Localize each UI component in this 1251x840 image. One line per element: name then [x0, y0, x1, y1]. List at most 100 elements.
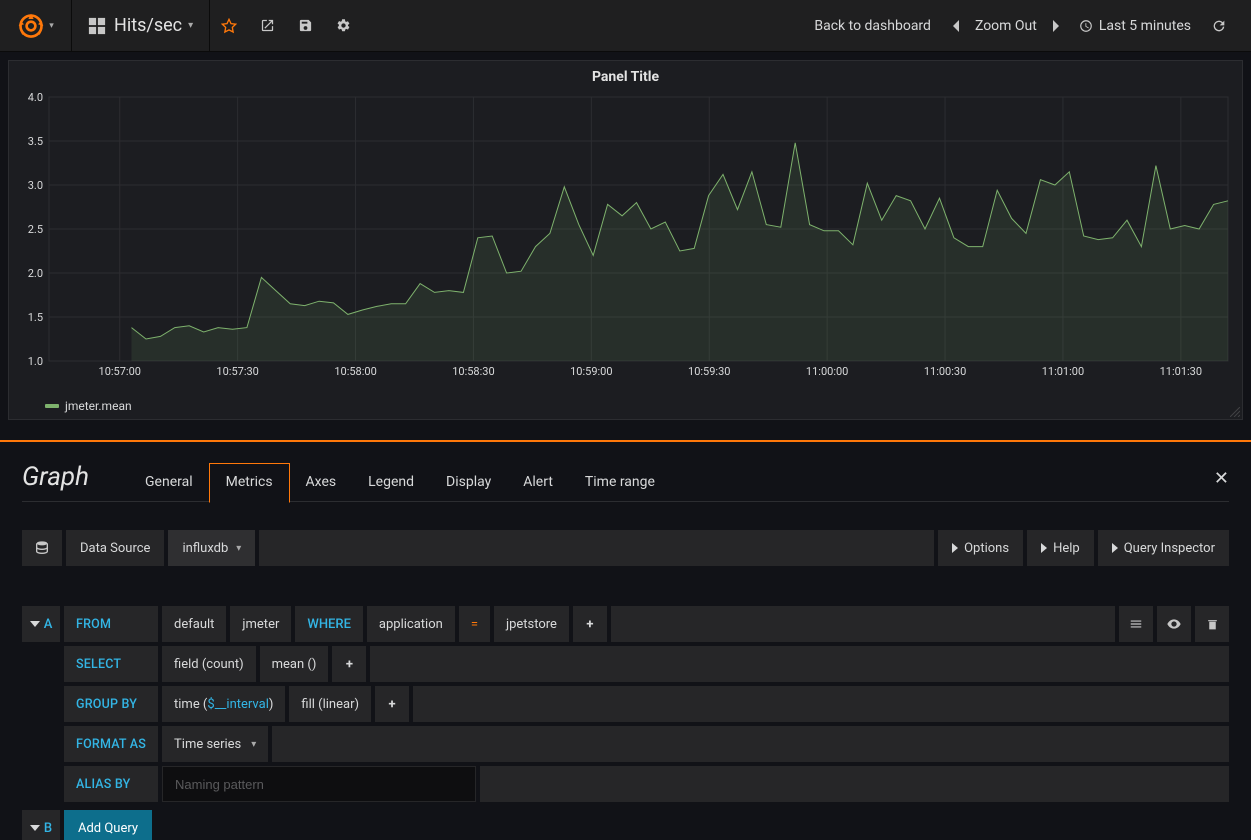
- svg-text:2.0: 2.0: [28, 267, 43, 280]
- query-b-collapse-toggle[interactable]: B: [22, 810, 60, 840]
- svg-text:4.0: 4.0: [28, 93, 43, 104]
- editor-tab-axes[interactable]: Axes: [290, 464, 353, 502]
- datasource-filler: [259, 530, 934, 566]
- query-row-a: A FROM default jmeter WHERE application …: [22, 606, 1229, 806]
- select-aggregation-segment[interactable]: mean (): [260, 646, 329, 682]
- format-as-label: FORMAT AS: [64, 726, 158, 762]
- settings-gear-icon[interactable]: [324, 0, 362, 52]
- triangle-right-icon: [1112, 543, 1118, 553]
- svg-text:10:57:30: 10:57:30: [216, 365, 258, 378]
- svg-text:11:00:00: 11:00:00: [806, 365, 848, 378]
- select-field-segment[interactable]: field (count): [162, 646, 256, 682]
- alias-by-input[interactable]: [162, 766, 476, 802]
- svg-text:1.0: 1.0: [28, 355, 43, 368]
- editor-tab-legend[interactable]: Legend: [352, 464, 430, 502]
- svg-text:10:59:00: 10:59:00: [570, 365, 612, 378]
- grafana-logo-menu[interactable]: ▾: [0, 0, 72, 52]
- editor-tab-general[interactable]: General: [129, 464, 209, 502]
- panel-title[interactable]: Panel Title: [9, 61, 1242, 87]
- add-query-button[interactable]: Add Query: [64, 810, 152, 840]
- editor-tabs: GeneralMetricsAxesLegendDisplayAlertTime…: [129, 462, 671, 502]
- groupby-label: GROUP BY: [64, 686, 158, 722]
- chevron-down-icon: ▾: [251, 739, 256, 750]
- where-field-segment[interactable]: application: [367, 606, 455, 642]
- refresh-button[interactable]: [1201, 18, 1237, 34]
- dashboard-title-dropdown[interactable]: Hits/sec ▾: [72, 0, 210, 52]
- query-a-collapse-toggle[interactable]: A: [22, 606, 60, 642]
- legend-series-label: jmeter.mean: [65, 399, 132, 413]
- query-inspector-button[interactable]: Query Inspector: [1098, 530, 1229, 566]
- chevron-down-icon: ▾: [236, 543, 241, 554]
- from-policy-segment[interactable]: default: [162, 606, 226, 642]
- groupby-fill-segment[interactable]: fill (linear): [289, 686, 371, 722]
- nav-right-group: Back to dashboard Zoom Out Last 5 minute…: [802, 0, 1251, 52]
- editor-header: Graph GeneralMetricsAxesLegendDisplayAle…: [22, 462, 1229, 502]
- datasource-row: Data Source influxdb ▾ Options Help Quer…: [22, 530, 1229, 566]
- grafana-logo-icon: [17, 12, 45, 40]
- dashboard-panel-icon: [88, 17, 106, 35]
- time-back-button[interactable]: [943, 19, 969, 33]
- editor-tab-metrics[interactable]: Metrics: [209, 463, 290, 503]
- datasource-db-icon: [22, 530, 62, 566]
- select-add-button[interactable]: +: [332, 646, 366, 682]
- time-forward-button[interactable]: [1043, 19, 1069, 33]
- legend-color-swatch: [45, 404, 59, 408]
- svg-text:10:58:00: 10:58:00: [334, 365, 376, 378]
- zoom-out-button[interactable]: Zoom Out: [969, 18, 1043, 34]
- svg-text:2.5: 2.5: [28, 223, 43, 236]
- nav-icon-group: [210, 0, 362, 52]
- datasource-select[interactable]: influxdb ▾: [168, 530, 255, 566]
- query-delete-button[interactable]: [1195, 606, 1229, 642]
- svg-text:10:57:00: 10:57:00: [99, 365, 141, 378]
- svg-text:10:58:30: 10:58:30: [452, 365, 494, 378]
- triangle-right-icon: [1041, 543, 1047, 553]
- from-measurement-segment[interactable]: jmeter: [230, 606, 291, 642]
- panel-type-title: Graph: [22, 462, 89, 502]
- groupby-time-segment[interactable]: time ($__interval): [162, 686, 285, 722]
- top-navbar: ▾ Hits/sec ▾ Back to dashboard Zoom Out: [0, 0, 1251, 52]
- query-options-button[interactable]: Options: [938, 530, 1023, 566]
- svg-text:3.0: 3.0: [28, 179, 43, 192]
- graph-panel: Panel Title 1.0 1.5 2.0 2.5 3.0 3.5 4.0 10:57:0…: [8, 60, 1243, 420]
- query-help-button[interactable]: Help: [1027, 530, 1094, 566]
- datasource-label: Data Source: [66, 530, 164, 566]
- share-icon[interactable]: [248, 0, 286, 52]
- query-letter: A: [44, 617, 53, 632]
- triangle-down-icon: [30, 825, 40, 831]
- editor-tab-display[interactable]: Display: [430, 464, 507, 502]
- svg-text:10:59:30: 10:59:30: [688, 365, 730, 378]
- query-menu-button[interactable]: [1119, 606, 1153, 642]
- chevron-down-icon: ▾: [188, 20, 193, 31]
- panel-resize-handle[interactable]: [1230, 407, 1240, 417]
- alias-by-label: ALIAS BY: [64, 766, 158, 802]
- panel-editor: Graph GeneralMetricsAxesLegendDisplayAle…: [0, 440, 1251, 840]
- select-label: SELECT: [64, 646, 158, 682]
- format-as-select[interactable]: Time series▾: [162, 726, 268, 762]
- where-add-button[interactable]: +: [573, 606, 607, 642]
- editor-tab-alert[interactable]: Alert: [507, 464, 569, 502]
- time-range-label: Last 5 minutes: [1099, 18, 1191, 34]
- svg-text:11:01:00: 11:01:00: [1042, 365, 1084, 378]
- triangle-down-icon: [30, 621, 40, 627]
- star-icon[interactable]: [210, 0, 248, 52]
- chart-canvas[interactable]: 1.0 1.5 2.0 2.5 3.0 3.5 4.0 10:57:00 10:57:30 10:…: [17, 93, 1234, 379]
- back-to-dashboard-link[interactable]: Back to dashboard: [802, 0, 943, 52]
- chevron-down-icon: ▾: [49, 21, 54, 31]
- save-icon[interactable]: [286, 0, 324, 52]
- svg-text:11:00:30: 11:00:30: [924, 365, 966, 378]
- triangle-right-icon: [952, 543, 958, 553]
- query-toggle-visibility-button[interactable]: [1157, 606, 1191, 642]
- time-range-picker[interactable]: Last 5 minutes: [1069, 18, 1201, 34]
- where-operator-segment[interactable]: =: [459, 606, 490, 642]
- query-letter: B: [44, 821, 52, 836]
- chart-legend[interactable]: jmeter.mean: [45, 399, 132, 413]
- svg-text:3.5: 3.5: [28, 135, 43, 148]
- editor-close-button[interactable]: ✕: [1214, 468, 1229, 489]
- groupby-add-button[interactable]: +: [375, 686, 409, 722]
- dashboard-title: Hits/sec: [114, 15, 182, 36]
- where-value-segment[interactable]: jpetstore: [494, 606, 569, 642]
- svg-text:1.5: 1.5: [28, 311, 43, 324]
- editor-tab-time-range[interactable]: Time range: [569, 464, 671, 502]
- from-label: FROM: [64, 606, 158, 642]
- where-keyword[interactable]: WHERE: [295, 606, 363, 642]
